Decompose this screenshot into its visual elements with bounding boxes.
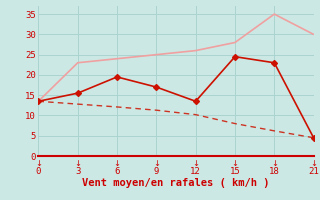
X-axis label: Vent moyen/en rafales ( km/h ): Vent moyen/en rafales ( km/h ) xyxy=(82,178,270,188)
Text: ↓: ↓ xyxy=(310,159,317,168)
Text: ↓: ↓ xyxy=(114,159,121,168)
Text: ↓: ↓ xyxy=(231,159,238,168)
Text: ↓: ↓ xyxy=(271,159,278,168)
Text: ↓: ↓ xyxy=(35,159,42,168)
Text: ↓: ↓ xyxy=(192,159,199,168)
Text: ↓: ↓ xyxy=(74,159,81,168)
Text: ↓: ↓ xyxy=(153,159,160,168)
